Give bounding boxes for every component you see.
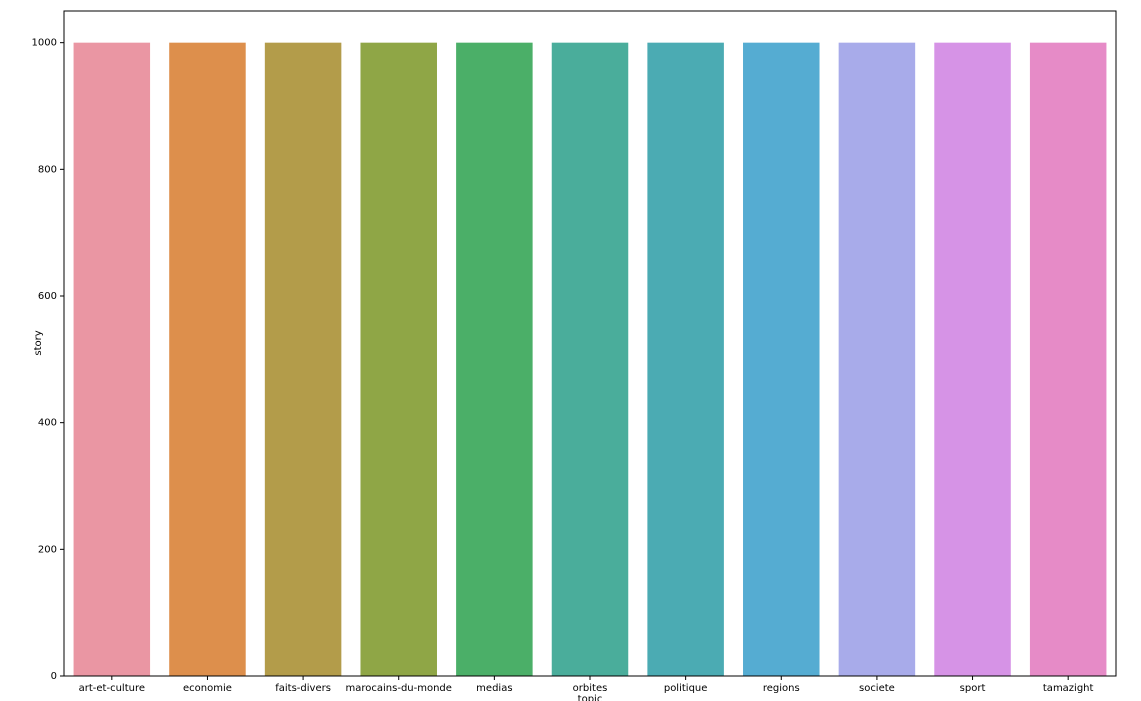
x-tick-label: societe [859,683,895,694]
y-tick-label: 200 [38,544,57,555]
x-tick-label: marocains-du-monde [346,683,452,694]
x-tick-label: politique [664,683,708,694]
x-tick-label: regions [763,683,800,694]
y-tick-label: 600 [38,291,57,302]
y-tick-label: 800 [38,164,57,175]
plot-frame [63,10,1117,677]
bar [934,42,1011,676]
bar [647,42,724,676]
x-tick-label: medias [476,683,512,694]
bar [73,42,151,676]
x-tick-label: faits-divers [275,683,331,694]
y-tick-label: 1000 [32,38,57,49]
x-tick-label: orbites [573,683,608,694]
bar [551,42,629,676]
bar [169,42,246,676]
bar [743,42,820,676]
x-axis-label: topic [578,694,603,701]
bar [264,42,342,676]
y-axis-label: story [33,330,44,355]
x-tick-label: art-et-culture [79,683,145,694]
x-tick-label: economie [183,683,232,694]
bar [456,42,533,676]
y-tick-label: 0 [51,671,57,682]
y-tick-label: 400 [38,418,57,429]
bar [1029,42,1107,676]
x-tick-label: tamazight [1043,683,1094,694]
bar [360,42,437,676]
bar [838,42,916,676]
x-tick-label: sport [960,683,986,694]
